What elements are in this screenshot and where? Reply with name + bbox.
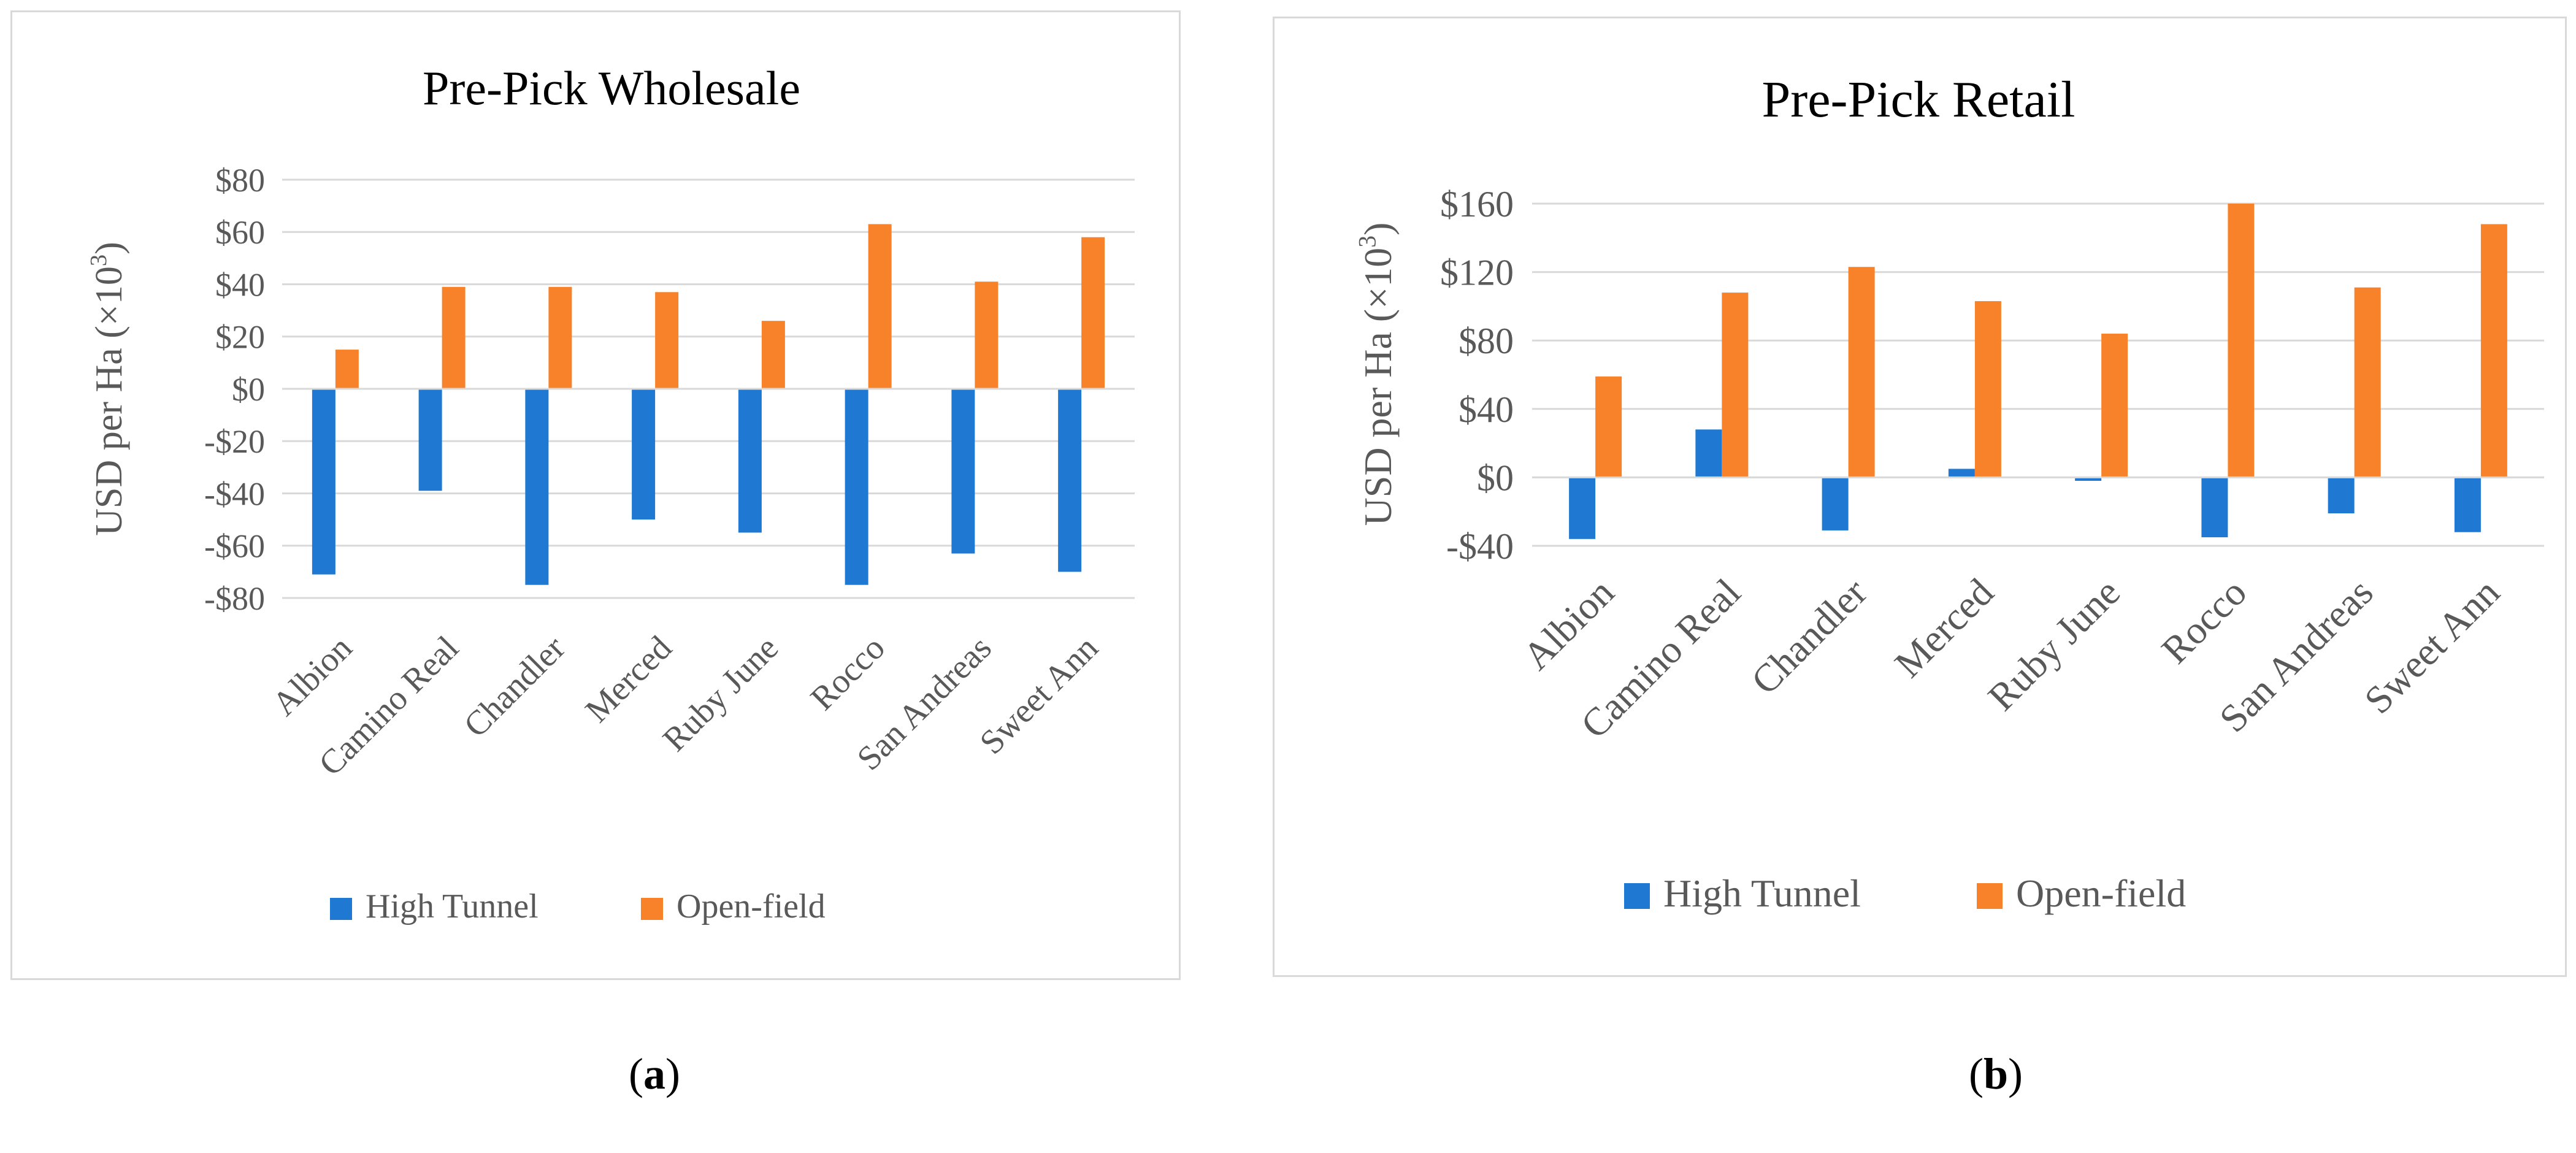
y-tick-label: -$40: [204, 475, 265, 512]
caption-b-close: ): [2008, 1049, 2023, 1098]
x-category-label: Rocco: [803, 629, 892, 718]
bar-high-tunnel-ruby-june: [2075, 477, 2102, 481]
x-category-label: Ruby June: [656, 629, 786, 759]
y-tick-label: $40: [215, 266, 265, 303]
bar-open-field-san-andreas: [975, 282, 999, 389]
y-axis-label-text: USD per Ha (×10: [1356, 248, 1400, 526]
y-axis-label-superscript: 3: [1354, 236, 1381, 248]
x-category-label: Ruby June: [1979, 570, 2128, 719]
y-tick-label: $160: [1440, 184, 1514, 224]
chart-retail: Pre-Pick Retail -$40 $0 $40 $80 $120 $160 USD p…: [1354, 71, 2544, 915]
x-category-label: Merced: [578, 629, 680, 730]
y-tick-label: $120: [1440, 253, 1514, 293]
caption-a-open: (: [629, 1049, 643, 1098]
y-axis-label-close: ): [88, 242, 130, 255]
y-tick-label: -$60: [204, 528, 265, 565]
chart-panel-retail: Pre-Pick Retail -$40 $0 $40 $80 $120 $160 USD p…: [1273, 17, 2567, 977]
y-tick-label: -$20: [204, 423, 265, 460]
y-tick-label: -$40: [1446, 526, 1514, 567]
bar-open-field-camino-real: [1722, 293, 1749, 478]
bar-open-field-ruby-june: [2101, 334, 2128, 478]
bar-open-field-chandler: [548, 286, 572, 389]
bar-high-tunnel-san-andreas: [951, 389, 975, 554]
legend-swatch-high-tunnel: [1624, 883, 1650, 909]
bar-high-tunnel-merced: [632, 389, 656, 520]
y-tick-label: $60: [215, 214, 265, 251]
x-category-label: Sweet Ann: [2356, 570, 2508, 722]
bar-high-tunnel-sweet-ann: [1058, 389, 1082, 572]
chart-wholesale: Pre-Pick Wholesale -$80 -$60 -$40 -$20 $0 $20 $…: [86, 61, 1135, 925]
caption-b-open: (: [1969, 1049, 1984, 1098]
bar-open-field-rocco: [868, 224, 892, 389]
bar-open-field-sweet-ann: [2480, 224, 2507, 478]
legend-swatch-open-field: [641, 898, 663, 920]
x-category-label: Sweet Ann: [973, 629, 1106, 762]
bar-high-tunnel-merced: [1948, 469, 1975, 478]
bar-open-field-merced: [655, 292, 679, 389]
bar-high-tunnel-albion: [1569, 477, 1596, 539]
bar-high-tunnel-rocco: [845, 389, 868, 585]
y-tick-label: $80: [215, 162, 265, 199]
legend-label-high-tunnel: High Tunnel: [366, 887, 539, 925]
x-category-label: Albion: [265, 629, 359, 723]
legend-label-open-field: Open-field: [2016, 871, 2186, 915]
bar-high-tunnel-chandler: [525, 389, 549, 585]
legend-label-high-tunnel: High Tunnel: [1663, 871, 1861, 915]
y-axis-label-superscript: 3: [86, 255, 112, 266]
legend-swatch-open-field: [1977, 883, 2003, 909]
bar-open-field-rocco: [2228, 204, 2255, 478]
bar-open-field-merced: [1974, 301, 2001, 478]
y-axis-label-text: USD per Ha (×10: [88, 266, 130, 536]
y-tick-label: $0: [232, 371, 265, 408]
y-tick-label: $20: [215, 319, 265, 356]
legend-label-open-field: Open-field: [677, 887, 826, 925]
caption-a-letter: a: [643, 1049, 665, 1098]
bar-high-tunnel-rocco: [2201, 477, 2228, 538]
chart-panel-wholesale: Pre-Pick Wholesale -$80 -$60 -$40 -$20 $0 $20 $…: [10, 10, 1181, 980]
y-tick-label: $80: [1459, 321, 1514, 361]
x-category-label: Merced: [1886, 570, 2001, 686]
bar-open-field-albion: [1595, 376, 1622, 478]
bar-high-tunnel-camino-real: [418, 389, 442, 491]
bar-high-tunnel-albion: [312, 389, 335, 575]
chart-title: Pre-Pick Wholesale: [423, 61, 800, 115]
subfigure-caption-a: (a): [629, 1049, 680, 1100]
y-tick-label: $0: [1477, 458, 1514, 498]
bar-open-field-camino-real: [442, 286, 466, 389]
bar-high-tunnel-camino-real: [1695, 429, 1722, 478]
bar-high-tunnel-chandler: [1822, 477, 1849, 531]
x-category-label: Chandler: [1742, 570, 1875, 703]
legend-swatch-high-tunnel: [330, 898, 352, 920]
bar-open-field-sweet-ann: [1081, 237, 1105, 389]
caption-a-close: ): [665, 1049, 680, 1098]
bar-high-tunnel-ruby-june: [738, 389, 762, 533]
y-axis-label: USD per Ha (×103): [86, 242, 130, 535]
x-category-label: Chandler: [457, 629, 573, 745]
bar-open-field-ruby-june: [761, 321, 785, 389]
subfigure-caption-b: (b): [1969, 1049, 2023, 1100]
bar-open-field-san-andreas: [2354, 287, 2381, 478]
bar-high-tunnel-san-andreas: [2328, 477, 2355, 513]
x-category-label: Rocco: [2153, 570, 2255, 672]
y-axis-label-close: ): [1356, 223, 1400, 236]
bar-open-field-albion: [335, 350, 359, 389]
x-category-label: Albion: [1514, 570, 1622, 678]
bar-open-field-chandler: [1848, 267, 1875, 478]
caption-b-letter: b: [1983, 1049, 2009, 1098]
y-axis-label: USD per Ha (×103): [1354, 223, 1400, 526]
chart-title: Pre-Pick Retail: [1762, 71, 2076, 128]
bar-high-tunnel-sweet-ann: [2454, 477, 2481, 532]
y-tick-label: -$80: [204, 580, 265, 617]
y-tick-label: $40: [1459, 389, 1514, 430]
